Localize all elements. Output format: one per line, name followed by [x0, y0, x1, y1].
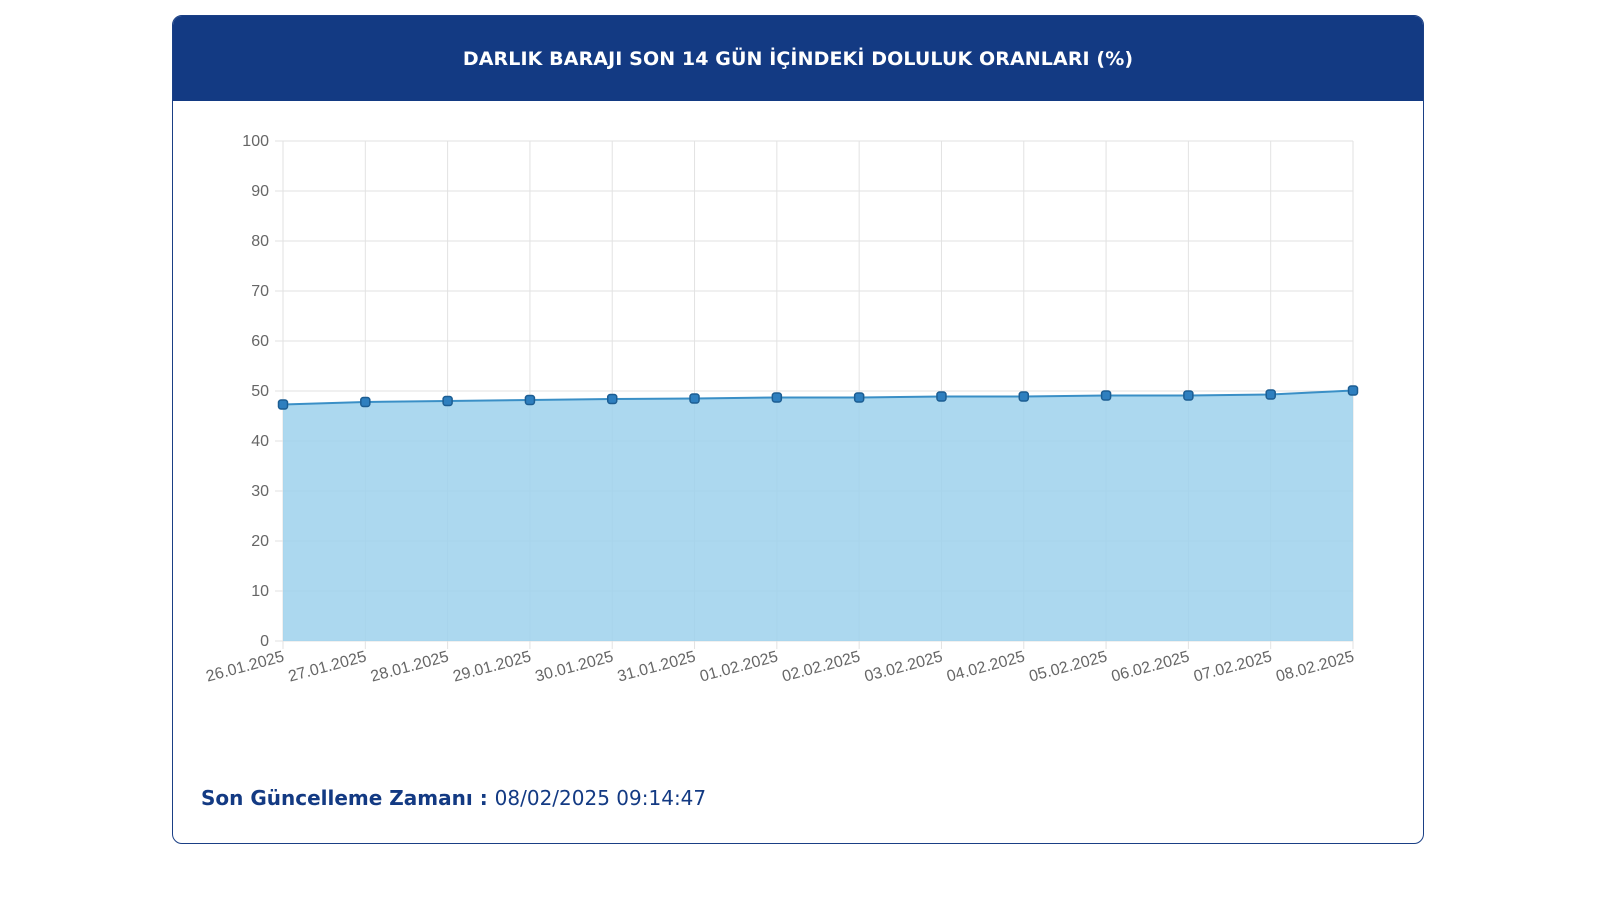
x-tick-label: 27.01.2025 [287, 648, 369, 685]
data-point [1183, 390, 1194, 401]
y-tick-label: 0 [260, 633, 269, 650]
x-tick-label: 02.02.2025 [780, 648, 862, 685]
x-tick-label: 01.02.2025 [698, 648, 780, 685]
x-tick-label: 26.01.2025 [204, 648, 286, 685]
y-tick-label: 20 [251, 533, 269, 550]
data-point [524, 394, 536, 406]
last-update-label: Son Güncelleme Zamanı [201, 786, 473, 810]
data-point [277, 399, 289, 410]
x-tick-label: 29.01.2025 [451, 648, 533, 685]
x-tick-label: 30.01.2025 [534, 648, 616, 685]
x-tick-label: 04.02.2025 [945, 648, 1027, 685]
x-tick-label: 05.02.2025 [1027, 648, 1109, 685]
data-point [442, 395, 453, 407]
y-tick-label: 30 [251, 483, 269, 500]
data-point [1347, 385, 1359, 396]
data-point [1018, 391, 1030, 402]
y-tick-label: 60 [251, 333, 269, 350]
data-point [853, 392, 865, 403]
x-tick-label: 06.02.2025 [1110, 648, 1192, 685]
y-tick-label: 90 [251, 183, 269, 200]
card-header: DARLIK BARAJI SON 14 GÜN İÇİNDEKİ DOLULU… [173, 16, 1423, 101]
data-point [606, 393, 618, 405]
y-tick-label: 10 [251, 583, 269, 600]
data-point [689, 393, 700, 404]
data-point [360, 396, 371, 408]
x-tick-label: 31.01.2025 [616, 648, 698, 685]
area-chart: 0 10 20 30 40 50 60 70 80 90 100 26.01.2025 27.01.20… [204, 133, 1359, 686]
data-point [771, 392, 783, 403]
y-tick-label: 100 [242, 133, 269, 150]
chart-title: DARLIK BARAJI SON 14 GÜN İÇİNDEKİ DOLULU… [462, 47, 1134, 70]
y-tick-label: 40 [251, 433, 269, 450]
last-update: Son Güncelleme Zamanı : 08/02/2025 09:14… [201, 786, 706, 810]
last-update-separator: : [472, 786, 495, 810]
x-tick-label: 07.02.2025 [1192, 648, 1274, 685]
data-point [1100, 390, 1112, 401]
data-point [936, 391, 947, 402]
last-update-value: 08/02/2025 09:14:47 [494, 786, 707, 810]
x-tick-label: 08.02.2025 [1274, 648, 1356, 685]
y-tick-label: 50 [251, 383, 269, 400]
x-tick-label: 28.01.2025 [369, 648, 451, 685]
x-tick-label: 03.02.2025 [863, 648, 945, 685]
series-line [282, 389, 1354, 406]
chart-card: DARLIK BARAJI SON 14 GÜN İÇİNDEKİ DOLULU… [172, 15, 1424, 844]
y-tick-label: 80 [251, 233, 269, 250]
data-point [1265, 389, 1276, 400]
y-tick-label: 70 [251, 283, 269, 300]
area-fill [283, 390, 1353, 641]
